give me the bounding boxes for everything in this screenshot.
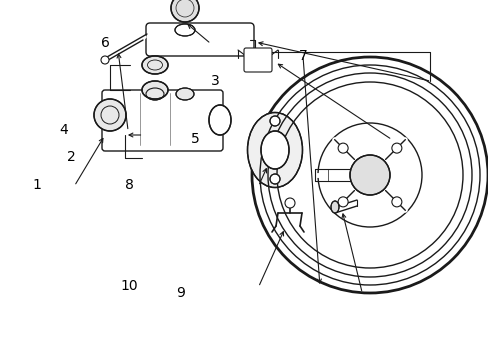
Text: 4: 4 (59, 123, 68, 136)
Circle shape (101, 56, 109, 64)
Text: 3: 3 (210, 74, 219, 88)
Text: 8: 8 (125, 179, 134, 192)
Circle shape (391, 197, 401, 207)
Text: 5: 5 (191, 132, 200, 145)
Circle shape (269, 116, 280, 126)
Circle shape (251, 57, 487, 293)
Ellipse shape (142, 56, 168, 74)
Ellipse shape (176, 88, 194, 100)
Text: 7: 7 (298, 49, 307, 63)
FancyBboxPatch shape (146, 23, 253, 56)
Text: 9: 9 (176, 287, 185, 300)
Circle shape (94, 99, 126, 131)
Text: 6: 6 (101, 36, 109, 50)
Circle shape (317, 123, 421, 227)
Circle shape (349, 155, 389, 195)
Circle shape (337, 197, 347, 207)
FancyBboxPatch shape (102, 90, 223, 151)
FancyBboxPatch shape (244, 48, 271, 72)
Ellipse shape (261, 131, 288, 169)
Ellipse shape (247, 112, 302, 188)
Ellipse shape (146, 88, 163, 100)
Circle shape (337, 143, 347, 153)
Text: 2: 2 (66, 150, 75, 163)
Circle shape (171, 0, 199, 22)
Circle shape (285, 198, 294, 208)
Circle shape (391, 143, 401, 153)
Text: 1: 1 (32, 179, 41, 192)
Ellipse shape (142, 81, 168, 99)
Ellipse shape (330, 201, 338, 213)
Ellipse shape (175, 24, 195, 36)
Circle shape (278, 83, 461, 267)
Circle shape (269, 174, 280, 184)
Ellipse shape (208, 105, 230, 135)
Text: 10: 10 (121, 279, 138, 293)
